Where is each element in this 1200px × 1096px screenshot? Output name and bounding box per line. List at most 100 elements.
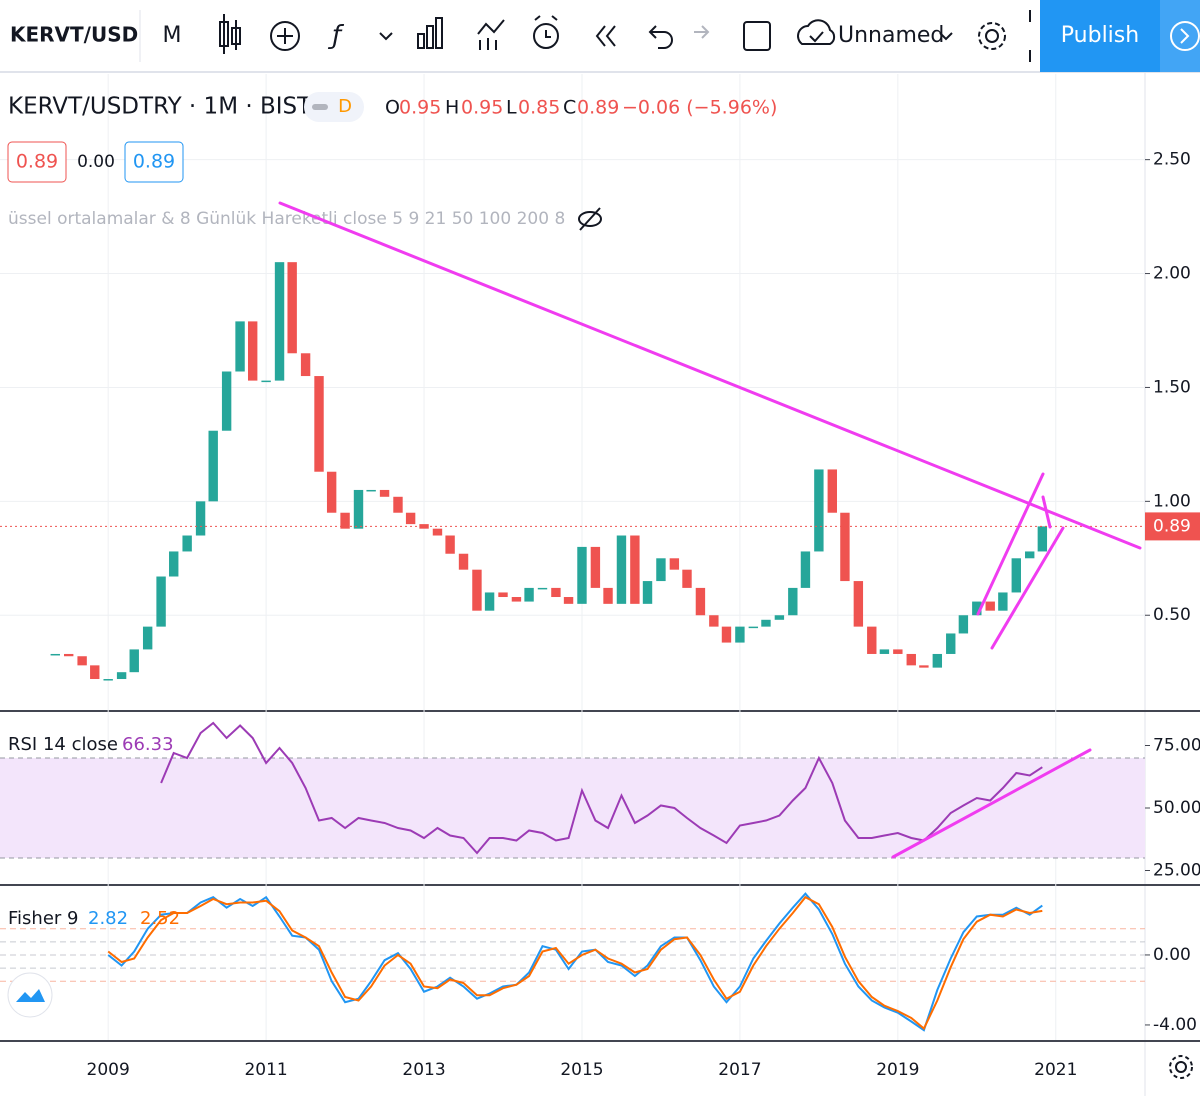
candle <box>129 649 139 673</box>
trend-line[interactable] <box>278 201 1142 550</box>
candle <box>77 656 87 666</box>
buy-price[interactable]: 0.89 <box>133 151 175 173</box>
ohlc-key: O <box>385 97 400 119</box>
replay-icon[interactable] <box>595 25 616 47</box>
candle <box>590 546 601 588</box>
candle <box>405 512 416 525</box>
candle <box>182 535 192 552</box>
change: −0.06 (−5.96%) <box>622 97 777 119</box>
y-tick-label: 1.00 <box>1153 491 1191 511</box>
symbol-search[interactable]: KERVT/USD <box>10 23 138 47</box>
more-arrow <box>1180 28 1190 44</box>
candle <box>116 672 127 680</box>
candle <box>735 626 745 643</box>
channel-edge[interactable] <box>1041 495 1052 529</box>
ohlc-value: 0.95 <box>461 97 503 119</box>
interval-button[interactable]: M <box>163 23 182 48</box>
settings-icon[interactable] <box>978 22 1006 50</box>
candle <box>419 524 429 529</box>
hide-icon[interactable] <box>578 207 602 231</box>
candle <box>326 471 337 513</box>
candle <box>709 615 719 627</box>
candle <box>445 535 455 554</box>
indicator-value: 2.82 <box>88 908 128 929</box>
candle <box>998 592 1008 611</box>
fullscreen-icon[interactable] <box>743 21 771 51</box>
toolbar: KERVT/USD M ƒ Unnamed Publish <box>0 0 1200 73</box>
candle <box>642 581 653 604</box>
alert-icon[interactable] <box>533 15 559 49</box>
candle <box>853 581 864 627</box>
candle <box>972 601 982 616</box>
ohlc-key: L <box>506 97 517 119</box>
candle <box>1011 558 1021 593</box>
layout-dropdown-icon[interactable] <box>939 32 953 41</box>
dropdown-icon[interactable] <box>379 32 393 41</box>
compare-icon[interactable] <box>270 21 300 51</box>
candle <box>537 587 548 590</box>
y-tick-label: 0.50 <box>1153 605 1191 625</box>
redo-icon[interactable] <box>694 25 710 39</box>
candle <box>774 615 785 620</box>
indicator-line <box>160 721 1043 855</box>
candle <box>195 501 206 536</box>
candle <box>840 512 850 582</box>
publish-button[interactable] <box>1040 0 1160 72</box>
templates-icon[interactable] <box>417 17 443 49</box>
financials-icon[interactable] <box>477 19 505 50</box>
x-tick-label: 2011 <box>244 1060 287 1080</box>
channel-upper[interactable] <box>976 472 1045 616</box>
candle <box>208 430 218 502</box>
candle-type-icon[interactable] <box>219 14 241 54</box>
settings-gear[interactable] <box>1169 1055 1193 1079</box>
cloud-icon[interactable] <box>797 19 836 45</box>
candle <box>695 587 706 616</box>
x-tick-label: 2009 <box>87 1060 130 1080</box>
candle <box>274 262 285 381</box>
sell-box[interactable] <box>7 141 67 183</box>
candle <box>985 601 995 611</box>
layout-name[interactable]: Unnamed <box>838 23 944 48</box>
more-button[interactable] <box>1160 0 1200 72</box>
indicators-icon[interactable]: ƒ <box>327 21 345 51</box>
badge-dot <box>312 104 328 110</box>
candle <box>814 469 824 552</box>
candle <box>458 553 469 570</box>
spread: 0.00 <box>77 152 115 172</box>
y-tick-label: 0.00 <box>1153 945 1191 965</box>
candle <box>103 679 113 681</box>
logo-bg[interactable] <box>7 972 53 1018</box>
undo-icon[interactable] <box>648 25 673 49</box>
more-icon <box>1170 21 1200 51</box>
candle <box>656 558 666 582</box>
ohlc-value: 0.89 <box>577 97 619 119</box>
candle <box>682 569 692 588</box>
candle <box>142 626 153 650</box>
candle <box>1025 551 1035 559</box>
candle <box>788 587 798 616</box>
buy-box[interactable] <box>124 141 184 183</box>
channel-lower[interactable] <box>990 526 1065 650</box>
candle <box>64 653 74 657</box>
candle <box>524 587 534 602</box>
candle <box>221 371 232 431</box>
rsi-band <box>0 758 1145 858</box>
sell-price[interactable]: 0.89 <box>16 151 58 173</box>
candle <box>300 353 311 377</box>
toolbar-bg <box>0 0 1200 72</box>
badge-d: D <box>338 96 352 117</box>
indicator-value: 66.33 <box>122 734 174 755</box>
candle <box>1037 526 1048 552</box>
candle <box>50 653 60 656</box>
candle <box>827 469 837 513</box>
candle <box>879 649 890 654</box>
last-price-label: 0.89 <box>1153 516 1191 536</box>
candle <box>761 619 771 627</box>
y-tick-label: 25.00 <box>1153 861 1200 881</box>
candle <box>353 489 364 529</box>
publish-label[interactable]: Publish <box>1061 23 1139 48</box>
candle <box>511 597 522 602</box>
candle <box>432 528 443 536</box>
candle <box>893 649 903 654</box>
rsi-trend-line[interactable] <box>891 748 1092 859</box>
